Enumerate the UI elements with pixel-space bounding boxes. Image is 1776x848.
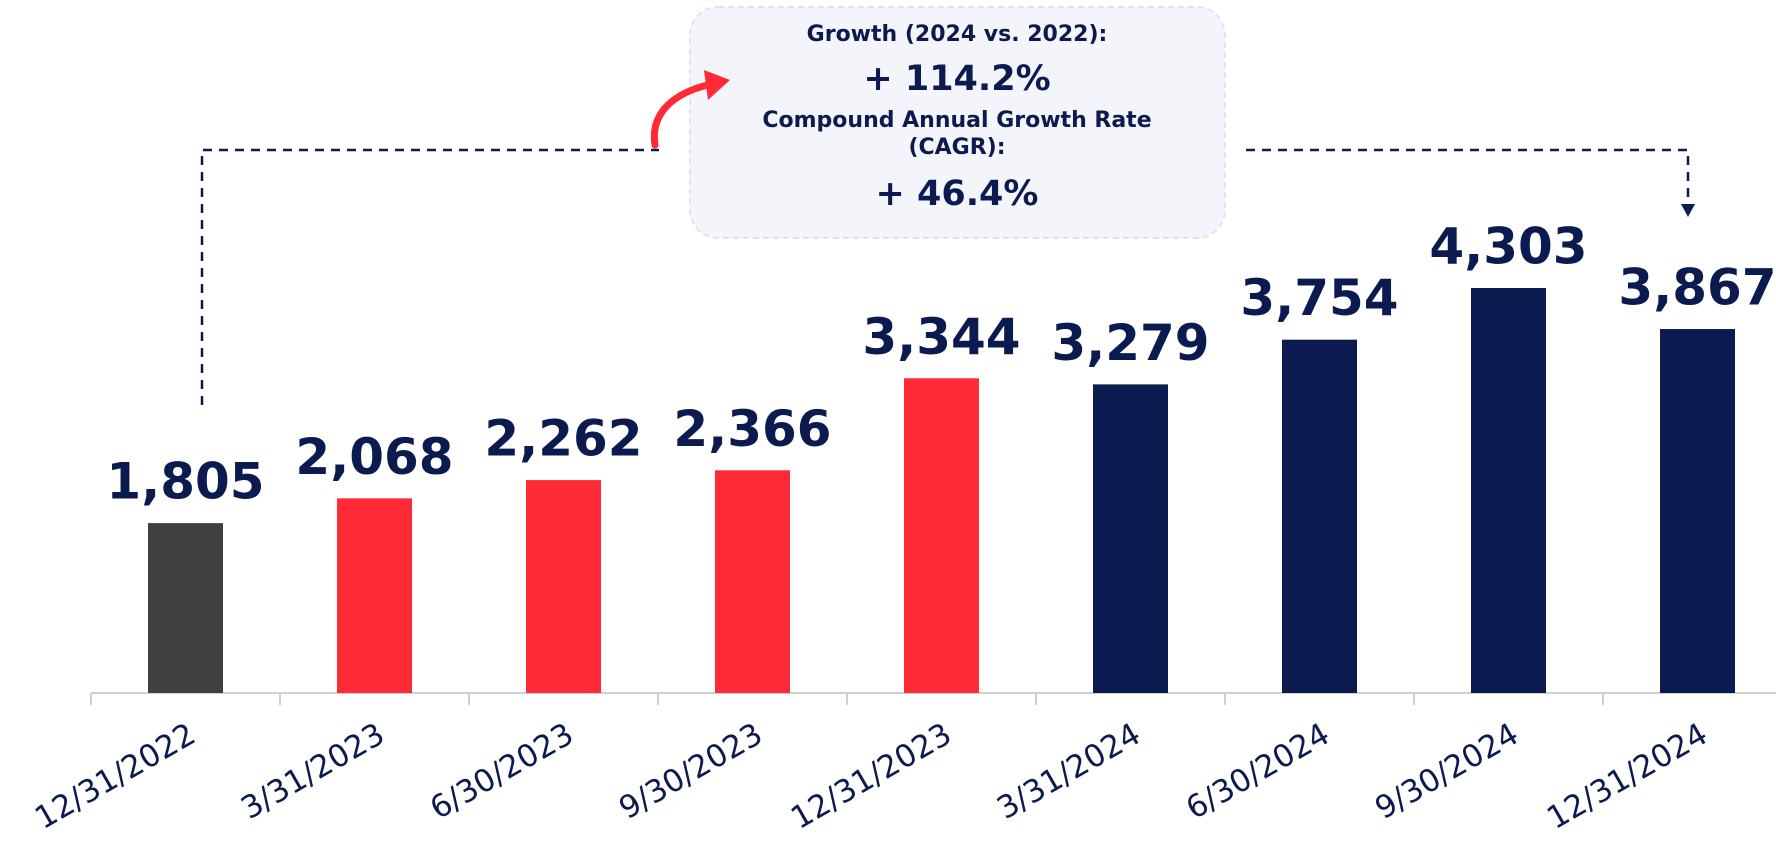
value-label: 2,262 xyxy=(484,410,642,468)
bar xyxy=(337,498,412,693)
bar xyxy=(1093,384,1168,693)
annotation: + 114.2% xyxy=(863,59,1050,99)
annotation: + 46.4% xyxy=(876,174,1039,214)
bar xyxy=(1282,339,1357,693)
x-tick-label: 3/31/2024 xyxy=(991,716,1147,827)
dashed-line xyxy=(200,148,659,405)
dashed-line xyxy=(1246,148,1690,204)
bar xyxy=(526,480,601,693)
x-tick-label: 9/30/2023 xyxy=(613,716,769,827)
annotation: Compound Annual Growth Rate xyxy=(762,108,1151,133)
bar xyxy=(1660,329,1735,693)
x-tick-label: 12/31/2022 xyxy=(29,716,202,837)
value-label: 2,068 xyxy=(295,428,453,486)
x-tick-label: 6/30/2023 xyxy=(424,716,580,827)
red-arrow-head xyxy=(704,70,730,100)
connector xyxy=(200,148,1690,405)
value-label: 3,344 xyxy=(862,308,1020,366)
arrow-head xyxy=(1681,204,1695,217)
red-arrow xyxy=(650,80,716,149)
x-tick-label: 12/31/2023 xyxy=(785,716,958,837)
x-tick-label: 3/31/2023 xyxy=(235,716,391,827)
bar xyxy=(148,523,223,693)
annotation: Growth (2024 vs. 2022): xyxy=(807,22,1108,47)
value-label: 3,754 xyxy=(1240,269,1398,327)
bar xyxy=(715,470,790,693)
value-label: 3,279 xyxy=(1051,314,1209,372)
x-tick-label: 6/30/2024 xyxy=(1180,716,1336,827)
x-tick-label: 9/30/2024 xyxy=(1369,716,1525,827)
value-label: 2,366 xyxy=(673,400,831,458)
value-label: 1,805 xyxy=(106,453,264,511)
annotation-box xyxy=(689,6,1226,239)
value-label: 3,867 xyxy=(1618,259,1776,317)
x-tick-label: 12/31/2024 xyxy=(1541,716,1714,837)
bar xyxy=(904,378,979,693)
value-label: 4,303 xyxy=(1429,218,1587,276)
bar xyxy=(1471,288,1546,693)
annotation: (CAGR): xyxy=(908,135,1005,160)
